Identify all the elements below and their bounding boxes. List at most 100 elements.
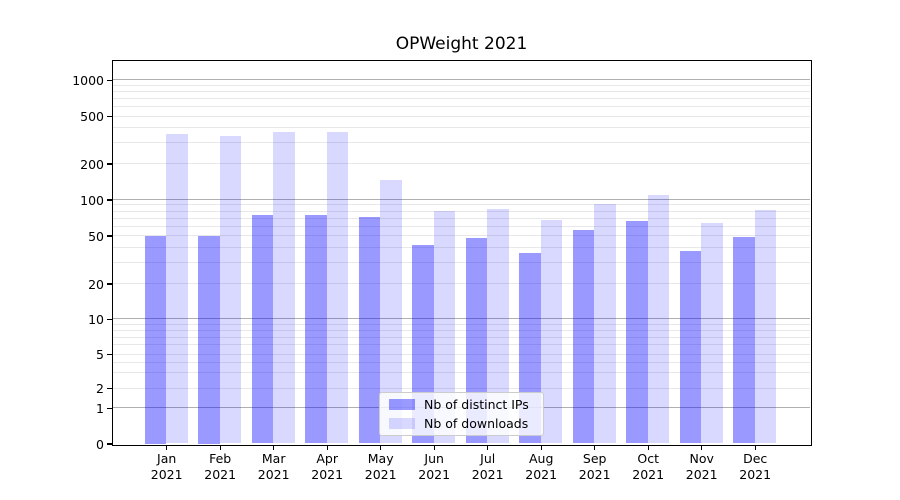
y-tick — [106, 283, 112, 285]
y-tick — [106, 407, 112, 410]
x-tick-year: 2021 — [739, 466, 772, 482]
x-tick-month: Sep — [582, 451, 607, 466]
bar-downloads-jul — [487, 209, 509, 444]
x-tick-month: Jan — [157, 451, 177, 466]
minor-gridline — [112, 163, 810, 164]
minor-gridline — [112, 235, 810, 236]
x-tick-month: Jul — [480, 451, 496, 466]
minor-gridline — [112, 225, 810, 227]
y-tick-label: 5 — [96, 347, 104, 362]
y-tick — [106, 353, 112, 356]
bar-downloads-aug — [540, 220, 563, 444]
y-tick-label: 10 — [88, 312, 104, 327]
x-tick-label: Nov 2021 — [672, 451, 732, 482]
minor-gridline — [112, 141, 810, 143]
bar-downloads-mar — [273, 132, 295, 444]
x-tick — [273, 445, 275, 450]
y-tick-label: 1 — [96, 401, 104, 416]
y-tick — [106, 163, 112, 165]
y-tick-label: 1000 — [72, 73, 104, 88]
x-tick-year: 2021 — [578, 466, 611, 482]
x-tick — [647, 445, 649, 450]
x-tick-label: Jun 2021 — [404, 451, 464, 482]
legend-label-distinct-ips: Nb of distinct IPs — [424, 397, 529, 412]
x-tick-label: Dec 2021 — [725, 451, 785, 482]
y-tick — [106, 387, 112, 390]
legend: Nb of distinct IPs Nb of downloads — [379, 392, 544, 436]
x-tick-month: Oct — [637, 451, 659, 466]
bar-distinct-ips-dec — [733, 236, 755, 444]
x-tick-year: 2021 — [204, 466, 237, 482]
x-tick-year: 2021 — [525, 466, 558, 482]
y-tick-label: 500 — [80, 109, 104, 124]
y-tick-label: 20 — [88, 276, 104, 292]
x-tick-label: Aug 2021 — [511, 451, 571, 482]
bar-downloads-apr — [326, 132, 349, 444]
x-tick-month: Aug — [528, 451, 554, 466]
x-tick-month: Mar — [261, 451, 286, 466]
y-tick-label: 200 — [80, 156, 104, 172]
y-tick-label: 100 — [80, 192, 104, 208]
bar-distinct-ips-feb — [198, 235, 220, 444]
plot-area — [111, 59, 812, 446]
bar-distinct-ips-mar — [251, 215, 274, 444]
x-tick-label: Sep 2021 — [565, 451, 625, 482]
minor-gridline — [112, 246, 810, 248]
bar-distinct-ips-sep — [572, 229, 595, 444]
x-tick-month: Dec — [743, 451, 768, 466]
minor-gridline — [112, 329, 810, 331]
bar-distinct-ips-nov — [679, 251, 702, 444]
x-tick-year: 2021 — [632, 466, 665, 482]
x-tick-label: Apr 2021 — [297, 451, 357, 482]
bar-distinct-ips-oct — [626, 221, 648, 444]
minor-gridline — [112, 344, 810, 346]
y-tick-label: 50 — [88, 228, 104, 244]
major-gridline — [112, 318, 810, 320]
x-tick-label: Feb 2021 — [190, 451, 250, 482]
minor-gridline — [112, 106, 810, 108]
x-tick-label: Jul 2021 — [458, 451, 518, 482]
y-tick — [106, 235, 112, 237]
x-tick-label: May 2021 — [351, 451, 411, 482]
x-tick-label: Jan 2021 — [137, 451, 197, 482]
x-tick-month: Feb — [209, 451, 232, 466]
bar-downloads-may — [380, 180, 402, 444]
x-tick — [701, 445, 703, 450]
bar-distinct-ips-apr — [305, 215, 327, 444]
x-tick — [487, 445, 489, 450]
bar-downloads-jan — [166, 134, 188, 444]
x-tick — [540, 445, 542, 450]
bar-downloads-dec — [754, 209, 777, 444]
minor-gridline — [112, 217, 810, 219]
y-tick — [106, 79, 112, 82]
x-tick-month: May — [367, 451, 394, 466]
y-tick — [106, 318, 112, 321]
minor-gridline — [112, 127, 810, 129]
x-tick-year: 2021 — [364, 466, 397, 482]
minor-gridline — [112, 84, 810, 86]
x-tick-year: 2021 — [471, 466, 504, 482]
x-tick-year: 2021 — [150, 466, 183, 482]
major-gridline — [112, 79, 810, 81]
grid-layer — [112, 61, 810, 444]
legend-label-downloads: Nb of downloads — [424, 416, 529, 431]
bar-downloads-jun — [433, 211, 456, 444]
minor-gridline — [112, 387, 810, 389]
x-tick — [166, 445, 168, 450]
x-tick-month: Apr — [316, 451, 338, 466]
x-tick-year: 2021 — [418, 466, 451, 482]
x-tick-year: 2021 — [685, 466, 718, 482]
y-tick — [106, 115, 112, 118]
bar-downloads-nov — [701, 222, 723, 444]
x-tick-month: Jun — [424, 451, 444, 466]
legend-swatch-distinct-ips — [389, 399, 415, 410]
chart-title: OPWeight 2021 — [395, 34, 528, 54]
minor-gridline — [112, 336, 810, 338]
bar-distinct-ips-jan — [144, 235, 167, 444]
y-tick-label: 0 — [96, 436, 104, 452]
x-tick — [433, 445, 435, 450]
y-tick-label: 2 — [96, 381, 104, 396]
major-gridline — [112, 198, 810, 200]
x-tick — [594, 445, 596, 450]
x-tick-year: 2021 — [311, 466, 344, 482]
